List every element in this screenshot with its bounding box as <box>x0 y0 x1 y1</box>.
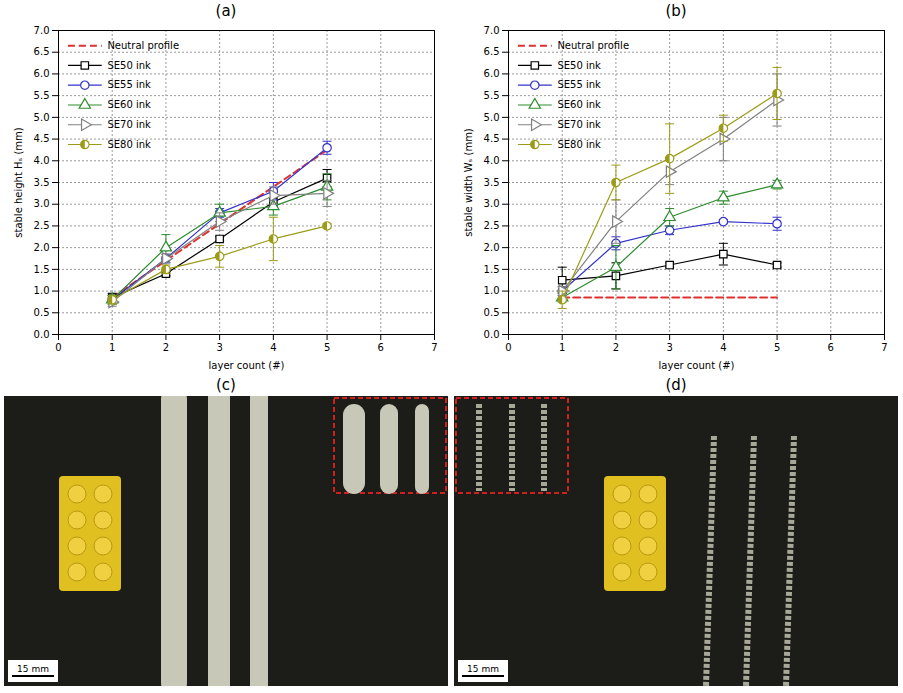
html-text:(b): (b) <box>665 2 687 20</box>
html-text:(c): (c) <box>216 376 236 394</box>
svg-text:15 mm: 15 mm <box>467 664 499 674</box>
svg-text:4.5: 4.5 <box>484 133 500 144</box>
svg-text:1.5: 1.5 <box>34 264 50 275</box>
svg-text:6: 6 <box>828 342 834 353</box>
svg-text:layer count (#): layer count (#) <box>659 360 735 371</box>
svg-text:1.0: 1.0 <box>484 285 500 296</box>
svg-text:SE55 ink: SE55 ink <box>107 79 151 90</box>
svg-text:2: 2 <box>163 342 169 353</box>
svg-text:SE70 ink: SE70 ink <box>557 119 601 130</box>
svg-text:7.0: 7.0 <box>484 25 500 36</box>
svg-text:4.5: 4.5 <box>34 133 50 144</box>
svg-text:7: 7 <box>431 342 437 353</box>
svg-text:5.5: 5.5 <box>34 90 50 101</box>
svg-text:2.5: 2.5 <box>34 220 50 231</box>
svg-text:0.0: 0.0 <box>484 329 500 340</box>
svg-text:7: 7 <box>881 342 887 353</box>
svg-text:Neutral profile: Neutral profile <box>557 40 629 51</box>
svg-text:3.0: 3.0 <box>484 198 500 209</box>
svg-text:1.5: 1.5 <box>484 264 500 275</box>
svg-text:SE70 ink: SE70 ink <box>107 119 151 130</box>
svg-text:1.0: 1.0 <box>34 285 50 296</box>
html-text:(d): (d) <box>665 376 687 394</box>
svg-text:15 mm: 15 mm <box>17 664 49 674</box>
svg-text:stable width Wₛ (mm): stable width Wₛ (mm) <box>463 128 474 237</box>
svg-text:2.5: 2.5 <box>484 220 500 231</box>
svg-text:SE50 ink: SE50 ink <box>557 60 601 71</box>
svg-text:3: 3 <box>666 342 672 353</box>
svg-text:0.5: 0.5 <box>484 307 500 318</box>
svg-text:5: 5 <box>774 342 780 353</box>
svg-text:Neutral profile: Neutral profile <box>107 40 179 51</box>
svg-text:4: 4 <box>720 342 726 353</box>
html-text:(a): (a) <box>215 2 237 20</box>
svg-text:3.5: 3.5 <box>34 177 50 188</box>
svg-text:0: 0 <box>505 342 511 353</box>
svg-text:6.5: 6.5 <box>484 46 500 57</box>
svg-text:0: 0 <box>55 342 61 353</box>
svg-text:SE60 ink: SE60 ink <box>107 99 151 110</box>
svg-text:stable height Hₛ (mm): stable height Hₛ (mm) <box>13 127 24 238</box>
svg-text:2.0: 2.0 <box>34 242 50 253</box>
svg-text:5: 5 <box>324 342 330 353</box>
svg-text:2.0: 2.0 <box>484 242 500 253</box>
svg-text:3.0: 3.0 <box>34 198 50 209</box>
svg-text:2: 2 <box>613 342 619 353</box>
svg-text:4.0: 4.0 <box>484 155 500 166</box>
svg-text:SE80 ink: SE80 ink <box>107 139 151 150</box>
svg-text:7.0: 7.0 <box>34 25 50 36</box>
svg-text:5.0: 5.0 <box>484 112 500 123</box>
svg-text:0.5: 0.5 <box>34 307 50 318</box>
svg-text:5.0: 5.0 <box>34 112 50 123</box>
svg-text:4: 4 <box>270 342 276 353</box>
svg-text:SE50 ink: SE50 ink <box>107 60 151 71</box>
svg-text:layer count (#): layer count (#) <box>209 360 285 371</box>
svg-text:0.0: 0.0 <box>34 329 50 340</box>
svg-text:1: 1 <box>559 342 565 353</box>
svg-text:4.0: 4.0 <box>34 155 50 166</box>
svg-text:1: 1 <box>109 342 115 353</box>
svg-text:6: 6 <box>378 342 384 353</box>
svg-text:SE60 ink: SE60 ink <box>557 99 601 110</box>
svg-text:6.5: 6.5 <box>34 46 50 57</box>
svg-text:SE80 ink: SE80 ink <box>557 139 601 150</box>
svg-text:3: 3 <box>216 342 222 353</box>
svg-text:SE55 ink: SE55 ink <box>557 79 601 90</box>
svg-text:6.0: 6.0 <box>484 68 500 79</box>
svg-text:3.5: 3.5 <box>484 177 500 188</box>
svg-text:5.5: 5.5 <box>484 90 500 101</box>
svg-text:6.0: 6.0 <box>34 68 50 79</box>
